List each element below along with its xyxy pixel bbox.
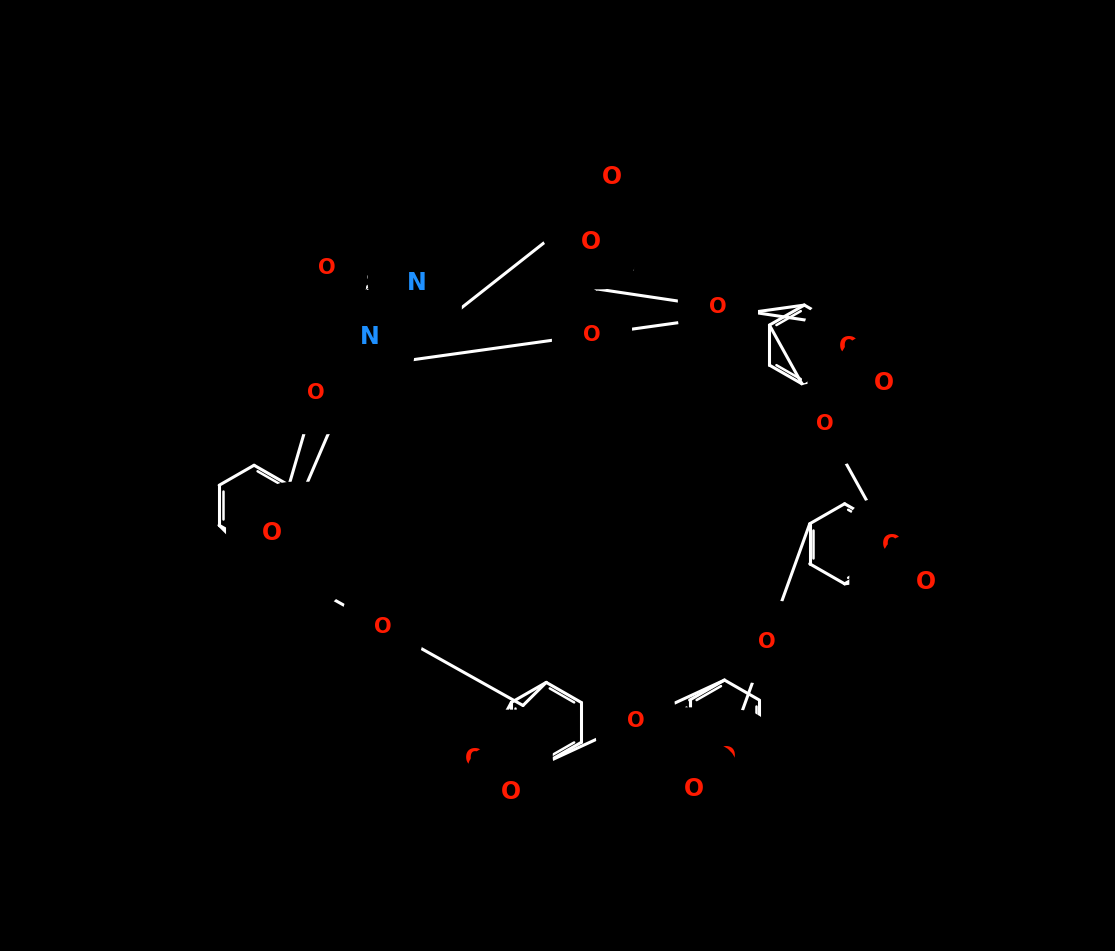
Text: N: N [407, 271, 426, 295]
Text: O: O [289, 550, 309, 573]
Text: O: O [683, 777, 704, 802]
Text: O: O [874, 371, 894, 395]
Text: N: N [360, 325, 379, 349]
Text: N: N [843, 367, 863, 391]
Text: N: N [884, 566, 904, 590]
Text: O: O [318, 258, 336, 278]
Text: O: O [261, 521, 282, 545]
Text: O: O [716, 745, 736, 769]
Text: S: S [407, 254, 426, 280]
Text: O: O [915, 570, 935, 593]
Text: O: O [374, 617, 391, 637]
Text: O: O [709, 297, 727, 317]
Text: O: O [583, 324, 601, 344]
Text: O: O [307, 383, 324, 403]
Text: O: O [602, 165, 622, 189]
Text: N: N [683, 743, 704, 767]
Text: O: O [627, 711, 644, 731]
Text: O: O [502, 780, 522, 804]
Text: N: N [574, 198, 594, 222]
Text: N: N [407, 291, 426, 316]
Text: O: O [816, 415, 833, 435]
Text: O: O [838, 335, 859, 359]
Text: O: O [758, 632, 776, 652]
Text: N: N [497, 745, 517, 769]
Text: O: O [581, 230, 601, 254]
Text: O: O [465, 747, 485, 771]
Text: N: N [292, 517, 312, 541]
Text: O: O [882, 534, 902, 557]
